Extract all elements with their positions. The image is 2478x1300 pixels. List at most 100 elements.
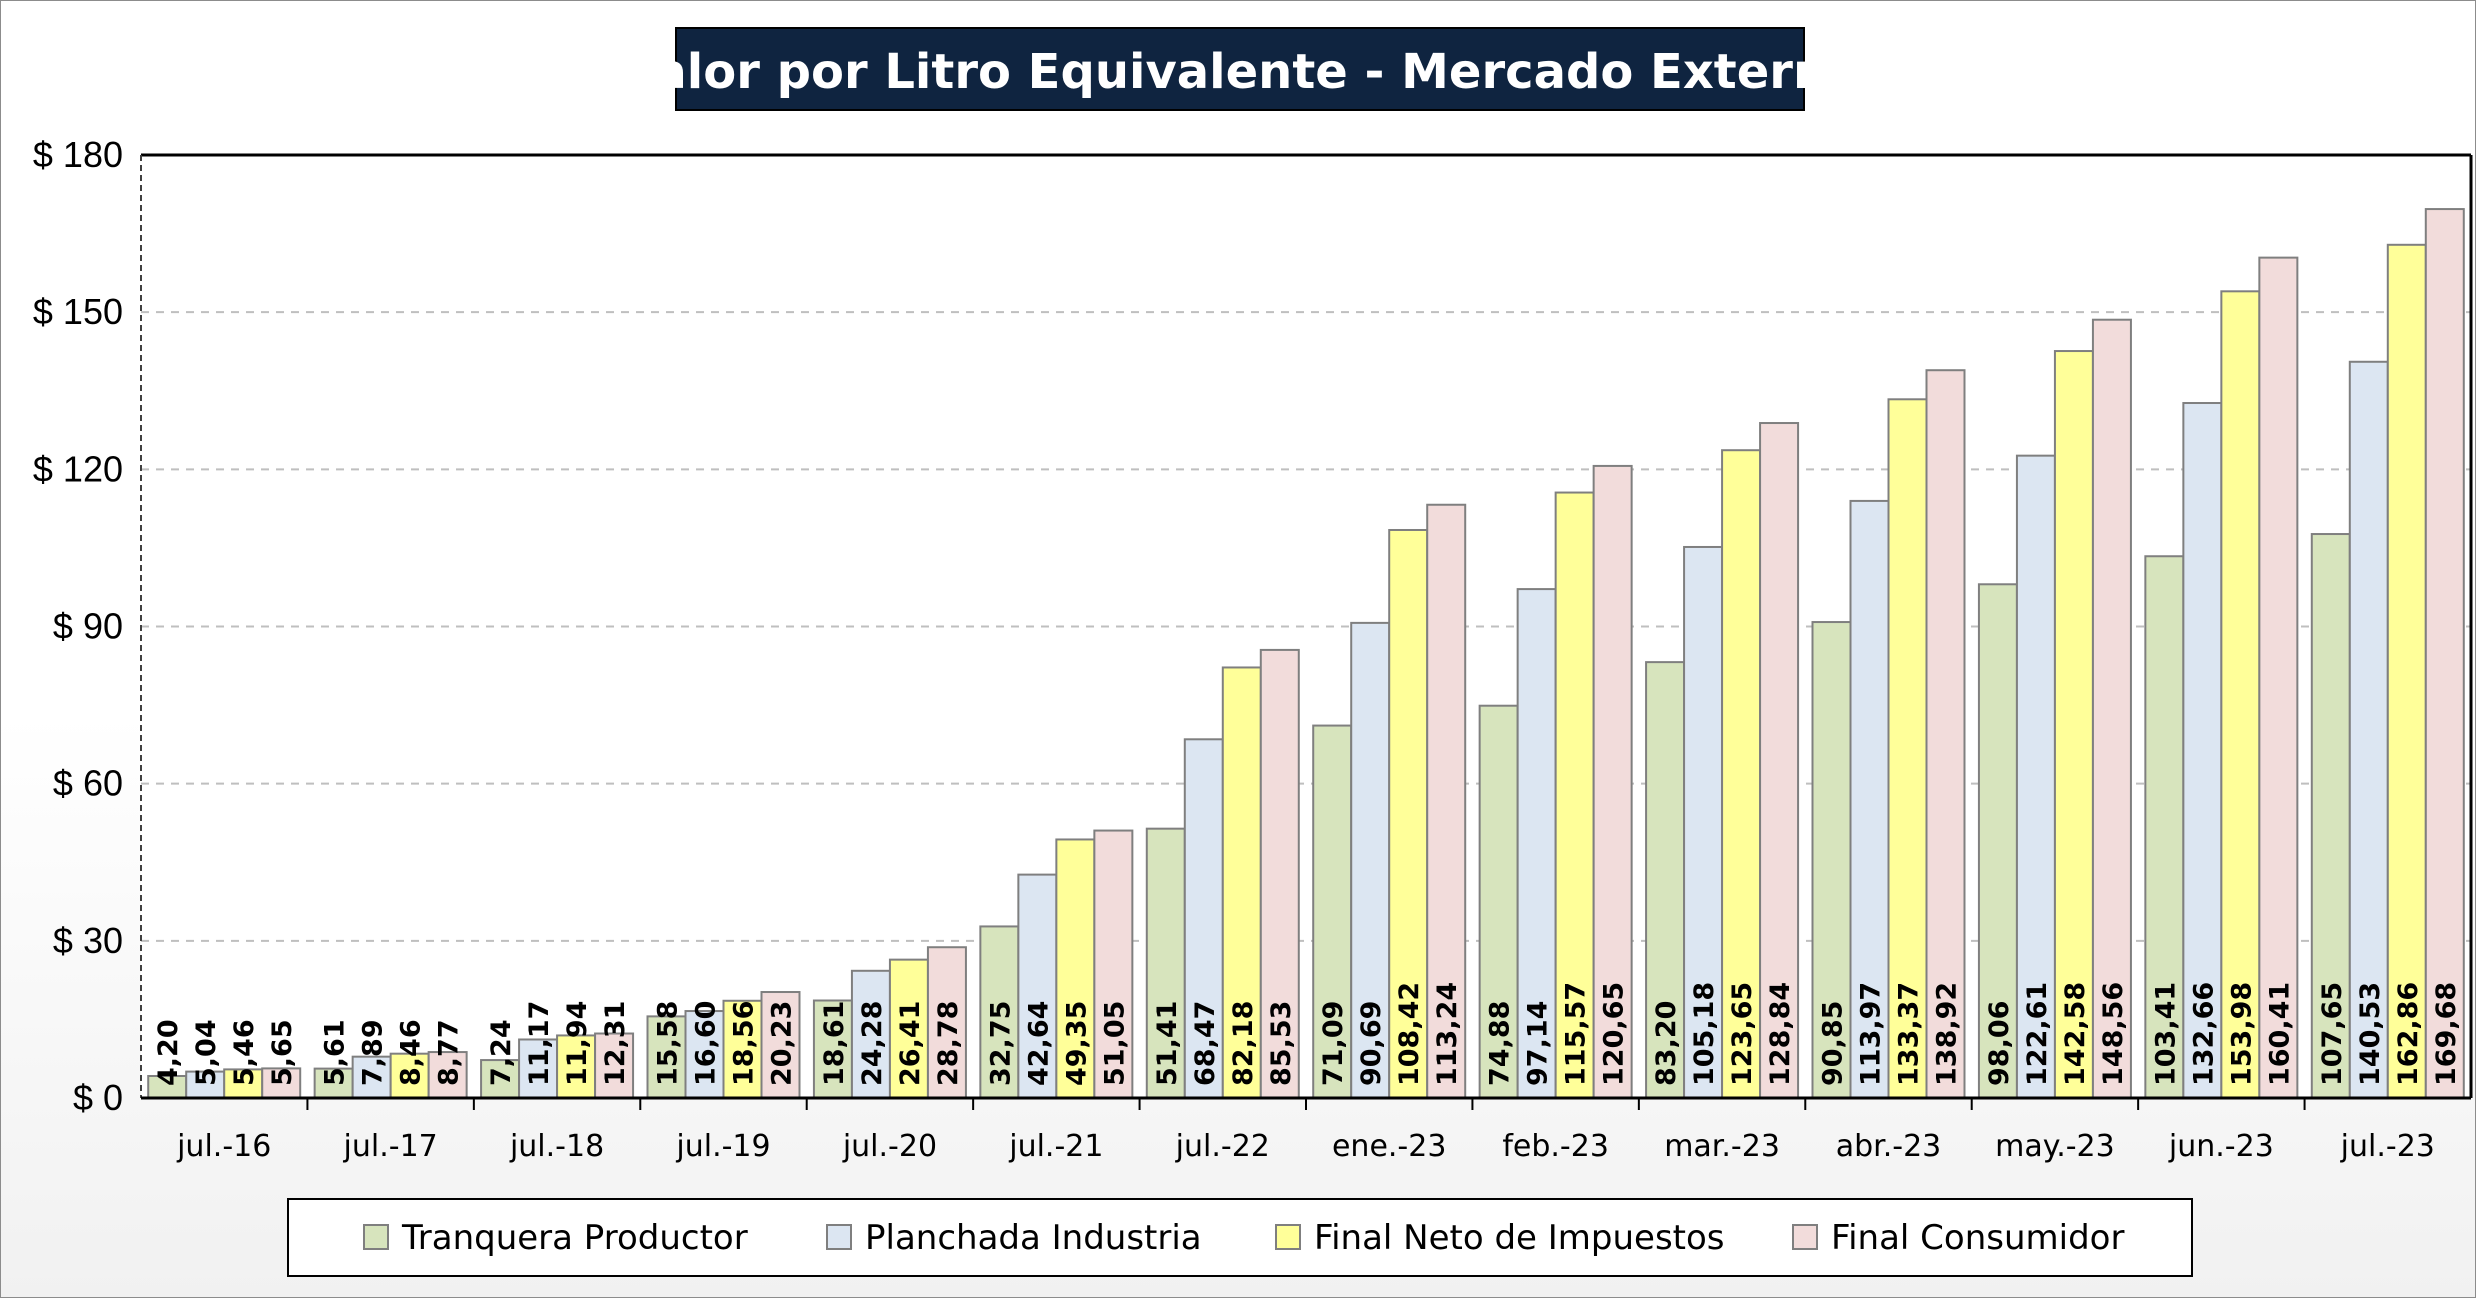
bar-final-neto-de-impuestos bbox=[1221, 666, 1262, 1100]
data-label: 11,94 bbox=[562, 1001, 593, 1086]
bar-tranquera-productor bbox=[1145, 827, 1186, 1099]
legend-box bbox=[287, 1198, 2193, 1277]
y-tick-label: $ 60 bbox=[53, 763, 123, 804]
data-labels: 4,20 5,04 5,46 5,65 5,61 7,89 8,46 8,77 7,24 11,1… bbox=[153, 982, 2462, 1086]
legend-swatch-tranquera-productor bbox=[363, 1224, 389, 1250]
data-label: 15,58 bbox=[653, 1001, 684, 1086]
data-label: 5,46 bbox=[229, 1019, 260, 1086]
x-tick-label: jun.-23 bbox=[2168, 1129, 2274, 1164]
data-label: 160,41 bbox=[2264, 982, 2295, 1086]
data-label: 20,23 bbox=[767, 1001, 798, 1086]
chart-title-box: Valor por Litro Equivalente - Mercado Ex… bbox=[620, 27, 1860, 111]
data-label: 5,65 bbox=[267, 1019, 298, 1086]
bar-planchada-industria bbox=[518, 1038, 559, 1099]
bar-final-consumidor bbox=[427, 1051, 468, 1099]
bar-final-consumidor bbox=[2424, 208, 2465, 1100]
data-label: 16,60 bbox=[691, 1001, 722, 1086]
legend-swatch-final-consumidor bbox=[1792, 1224, 1818, 1250]
x-tick-label: jul.-20 bbox=[842, 1129, 937, 1164]
data-label: 71,09 bbox=[1318, 1001, 1349, 1086]
x-tick-label: jul.-16 bbox=[176, 1129, 271, 1164]
data-label: 18,61 bbox=[819, 1001, 850, 1086]
data-label: 128,84 bbox=[1765, 982, 1796, 1086]
data-label: 107,65 bbox=[2317, 982, 2348, 1086]
data-label: 12,31 bbox=[600, 1001, 631, 1086]
y-tick-label: $ 90 bbox=[53, 606, 123, 647]
bar-tranquera-productor bbox=[2310, 533, 2351, 1099]
x-tick-label: jul.-18 bbox=[509, 1129, 604, 1164]
bar-tranquera-productor bbox=[1811, 621, 1852, 1099]
bar-tranquera-productor bbox=[979, 925, 1020, 1099]
bar-final-consumidor bbox=[1592, 464, 1633, 1100]
data-label: 133,37 bbox=[1894, 982, 1925, 1086]
data-label: 148,56 bbox=[2098, 982, 2129, 1086]
bar-final-consumidor bbox=[1259, 648, 1300, 1099]
data-label: 169,68 bbox=[2431, 982, 2462, 1086]
legend-label-tranquera-productor: Tranquera Productor bbox=[401, 1218, 748, 1258]
data-label: 103,41 bbox=[2150, 982, 2181, 1086]
data-label: 142,58 bbox=[2060, 982, 2091, 1086]
data-label: 11,17 bbox=[524, 1001, 555, 1086]
data-label: 5,61 bbox=[320, 1019, 351, 1086]
bar-tranquera-productor bbox=[1645, 661, 1686, 1099]
data-label: 132,66 bbox=[2188, 982, 2219, 1086]
data-label: 120,65 bbox=[1599, 982, 1630, 1086]
legend-swatch-planchada-industria bbox=[826, 1224, 852, 1250]
chart-title-background bbox=[675, 27, 1805, 111]
data-label: 32,75 bbox=[985, 1001, 1016, 1086]
data-label: 153,98 bbox=[2226, 982, 2257, 1086]
data-label: 83,20 bbox=[1651, 1001, 1682, 1086]
bar-final-neto-de-impuestos bbox=[556, 1034, 597, 1099]
data-label: 8,46 bbox=[396, 1019, 427, 1086]
data-label: 162,86 bbox=[2393, 982, 2424, 1086]
bar-planchada-industria bbox=[1683, 545, 1724, 1099]
x-tick-label: jul.-19 bbox=[675, 1129, 770, 1164]
data-label: 140,53 bbox=[2355, 982, 2386, 1086]
bar-tranquera-productor bbox=[1478, 704, 1519, 1099]
legend-label-final-consumidor: Final Consumidor bbox=[1831, 1218, 2124, 1258]
bar-final-consumidor bbox=[926, 946, 967, 1100]
bar-final-neto-de-impuestos bbox=[2220, 290, 2261, 1099]
data-label: 122,61 bbox=[2022, 982, 2053, 1086]
legend-label-final-neto-de-impuestos: Final Neto de Impuestos bbox=[1314, 1218, 1725, 1258]
bar-planchada-industria bbox=[850, 969, 891, 1100]
y-tick-label: $ 120 bbox=[33, 448, 123, 489]
data-label: 51,05 bbox=[1099, 1001, 1130, 1086]
bar-planchada-industria bbox=[1849, 499, 1890, 1099]
data-label: 138,92 bbox=[1932, 982, 1963, 1086]
x-tick-label: jul.-17 bbox=[343, 1129, 438, 1164]
y-tick-label: $ 180 bbox=[33, 134, 123, 175]
bar-final-consumidor bbox=[2091, 318, 2132, 1099]
x-tick-label: jul.-22 bbox=[1175, 1129, 1270, 1164]
bar-final-consumidor bbox=[1093, 829, 1134, 1100]
data-label: 123,65 bbox=[1727, 982, 1758, 1086]
data-label: 115,57 bbox=[1561, 982, 1592, 1086]
y-tick-label: $ 150 bbox=[33, 291, 123, 332]
data-label: 113,97 bbox=[1856, 982, 1887, 1086]
data-label: 51,41 bbox=[1152, 1001, 1183, 1086]
data-label: 26,41 bbox=[895, 1001, 926, 1086]
data-label: 108,42 bbox=[1394, 982, 1425, 1086]
data-label: 24,28 bbox=[857, 1001, 888, 1086]
bar-final-neto-de-impuestos bbox=[1721, 449, 1762, 1100]
bar-final-neto-de-impuestos bbox=[2053, 350, 2094, 1099]
bar-final-neto-de-impuestos bbox=[1055, 838, 1096, 1099]
data-label: 49,35 bbox=[1061, 1001, 1092, 1086]
x-tick-label: may.-23 bbox=[1995, 1129, 2115, 1164]
data-label: 42,64 bbox=[1023, 1001, 1054, 1086]
bar-planchada-industria bbox=[1516, 588, 1557, 1100]
x-tick-label: jul.-23 bbox=[2340, 1129, 2435, 1164]
data-label: 7,89 bbox=[358, 1019, 389, 1086]
bar-final-neto-de-impuestos bbox=[2386, 243, 2427, 1099]
bars bbox=[147, 208, 2465, 1100]
data-label: 74,88 bbox=[1485, 1001, 1516, 1086]
data-label: 4,20 bbox=[153, 1019, 184, 1086]
bar-final-consumidor bbox=[2258, 256, 2299, 1099]
bar-tranquera-productor bbox=[313, 1067, 354, 1100]
bar-final-consumidor bbox=[1759, 422, 1800, 1099]
x-tick-label: feb.-23 bbox=[1502, 1129, 1609, 1164]
data-label: 97,14 bbox=[1523, 1001, 1554, 1086]
x-tick-label: ene.-23 bbox=[1332, 1129, 1446, 1164]
